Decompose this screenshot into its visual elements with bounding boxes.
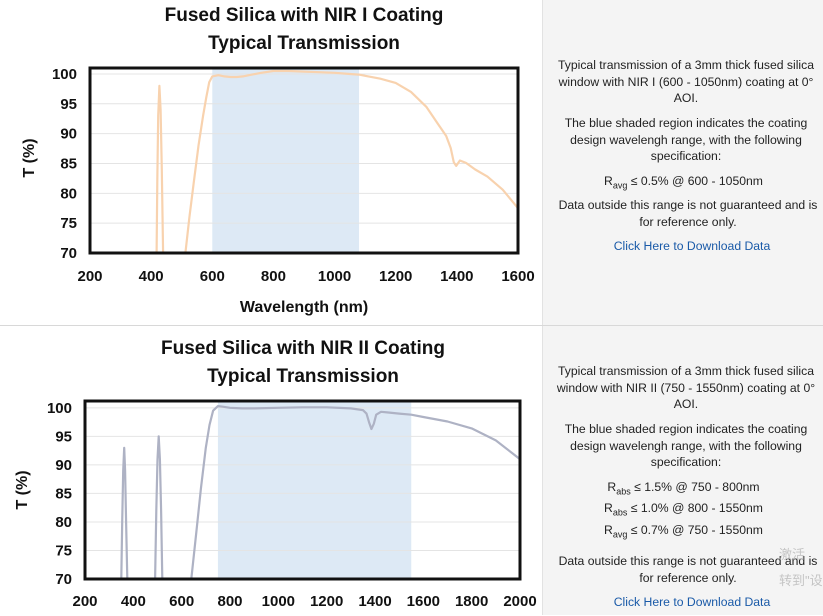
plot-frame — [88, 66, 520, 255]
info-shade-note: The blue shaded region indicates the coa… — [564, 116, 808, 163]
spec-subscript: abs — [616, 486, 631, 497]
y-tick-label: 75 — [60, 215, 77, 232]
x-tick-labels: 200 400 600 800 1000 1200 1400 1600 — [77, 268, 534, 285]
x-tick-label: 400 — [139, 268, 164, 285]
x-tick-label: 2000 — [503, 593, 536, 610]
y-axis-label: T (%) — [14, 470, 31, 509]
chart-panel-nir2: Fused Silica with NIR II Coating Typical… — [0, 326, 542, 615]
x-tick-label: 200 — [72, 593, 97, 610]
x-tick-label: 400 — [121, 593, 146, 610]
spec-subscript: avg — [612, 529, 628, 540]
y-tick-label: 100 — [52, 66, 77, 83]
y-axis-label: T (%) — [21, 138, 38, 177]
info-disclaimer: Data outside this range is not guarantee… — [558, 198, 818, 229]
x-tick-label: 800 — [261, 268, 286, 285]
chart-title-line2: Typical Transmission — [208, 33, 400, 54]
y-tick-labels: 70 75 80 85 90 95 100 — [47, 400, 72, 588]
watermark-line1: 激活 — [779, 547, 806, 562]
x-tick-label: 1800 — [455, 593, 488, 610]
x-tick-label: 1200 — [379, 268, 412, 285]
info-disclaimer: Data outside this range is not guarantee… — [558, 554, 818, 585]
y-tick-label: 85 — [60, 155, 77, 172]
spec-line: Ravg ≤ 0.5% @ 600 - 1050nm — [543, 173, 823, 194]
x-tick-label: 1400 — [440, 268, 473, 285]
y-tick-label: 75 — [55, 542, 72, 559]
y-tick-label: 95 — [55, 428, 72, 445]
transmission-series-line — [155, 69, 518, 253]
info-description: Typical transmission of a 3mm thick fuse… — [557, 58, 815, 105]
x-tick-label: 800 — [217, 593, 242, 610]
y-tick-labels: 70 75 80 85 90 95 100 — [52, 66, 77, 262]
chart-panel-nir1: Fused Silica with NIR I Coating Typical … — [0, 0, 542, 325]
coating-range-shade — [212, 68, 360, 253]
transmission-series-line — [120, 405, 520, 579]
spec-symbol: R — [604, 522, 613, 537]
spec-list: Rabs ≤ 1.5% @ 750 - 800nm Rabs ≤ 1.0% @ 8… — [543, 479, 823, 543]
download-data-link[interactable]: Click Here to Download Data — [613, 595, 771, 609]
spec-text: ≤ 0.7% @ 750 - 1550nm — [627, 522, 763, 537]
y-tick-label: 70 — [60, 245, 77, 262]
coating-range-shade — [217, 401, 412, 579]
info-description: Typical transmission of a 3mm thick fuse… — [556, 364, 816, 411]
x-tick-label: 1000 — [262, 593, 295, 610]
spec-line: Ravg ≤ 0.7% @ 750 - 1550nm — [543, 522, 823, 543]
spec-symbol: R — [604, 174, 613, 188]
y-tick-label: 85 — [55, 485, 72, 502]
chart-row-nir1: Fused Silica with NIR I Coating Typical … — [0, 0, 823, 325]
y-tick-label: 95 — [60, 96, 77, 113]
x-tick-label: 1600 — [501, 268, 534, 285]
x-tick-label: 1000 — [318, 268, 351, 285]
y-tick-label: 90 — [60, 126, 77, 143]
y-tick-label: 90 — [55, 457, 72, 474]
spec-text: ≤ 1.5% @ 750 - 800nm — [630, 480, 760, 494]
spec-subscript: avg — [612, 180, 628, 191]
spec-line: Rabs ≤ 1.0% @ 800 - 1550nm — [543, 500, 823, 521]
y-tick-label: 70 — [55, 571, 72, 588]
info-shade-note: The blue shaded region indicates the coa… — [564, 422, 808, 469]
info-panel-nir2: Typical transmission of a 3mm thick fuse… — [542, 326, 823, 615]
spec-subscript: abs — [612, 507, 628, 518]
y-tick-label: 80 — [55, 514, 72, 531]
spec-line: Rabs ≤ 1.5% @ 750 - 800nm — [543, 479, 823, 500]
y-tick-label: 80 — [60, 185, 77, 202]
download-data-link[interactable]: Click Here to Download Data — [613, 239, 771, 253]
x-tick-label: 200 — [77, 268, 102, 285]
chart-title-line2: Typical Transmission — [207, 366, 399, 387]
chart-title-line1: Fused Silica with NIR I Coating — [165, 5, 444, 26]
spec-text: ≤ 1.0% @ 800 - 1550nm — [627, 501, 763, 516]
spec-symbol: R — [604, 501, 613, 516]
x-tick-label: 1200 — [310, 593, 343, 610]
chart-title-line1: Fused Silica with NIR II Coating — [161, 338, 445, 359]
spec-symbol: R — [607, 480, 617, 494]
spec-text: ≤ 0.5% @ 600 - 1050nm — [627, 174, 763, 188]
spec-list: Ravg ≤ 0.5% @ 600 - 1050nm — [543, 173, 823, 194]
x-axis-label: Wavelength (nm) — [240, 299, 368, 316]
plot-frame — [83, 399, 522, 581]
x-tick-label: 600 — [200, 268, 225, 285]
x-tick-label: 1600 — [407, 593, 440, 610]
chart-nir1: Fused Silica with NIR I Coating Typical … — [21, 5, 535, 316]
watermark-line2: 转到"设 — [779, 573, 823, 588]
x-tick-label: 600 — [169, 593, 194, 610]
info-panel-nir1: Typical transmission of a 3mm thick fuse… — [542, 0, 823, 325]
x-tick-labels: 200 400 600 800 1000 1200 1400 1600 1800 2000 — [72, 593, 536, 610]
chart-row-nir2: Fused Silica with NIR II Coating Typical… — [0, 325, 823, 615]
x-tick-label: 1400 — [358, 593, 391, 610]
chart-nir2: Fused Silica with NIR II Coating Typical… — [14, 338, 537, 610]
y-tick-label: 100 — [47, 400, 72, 417]
